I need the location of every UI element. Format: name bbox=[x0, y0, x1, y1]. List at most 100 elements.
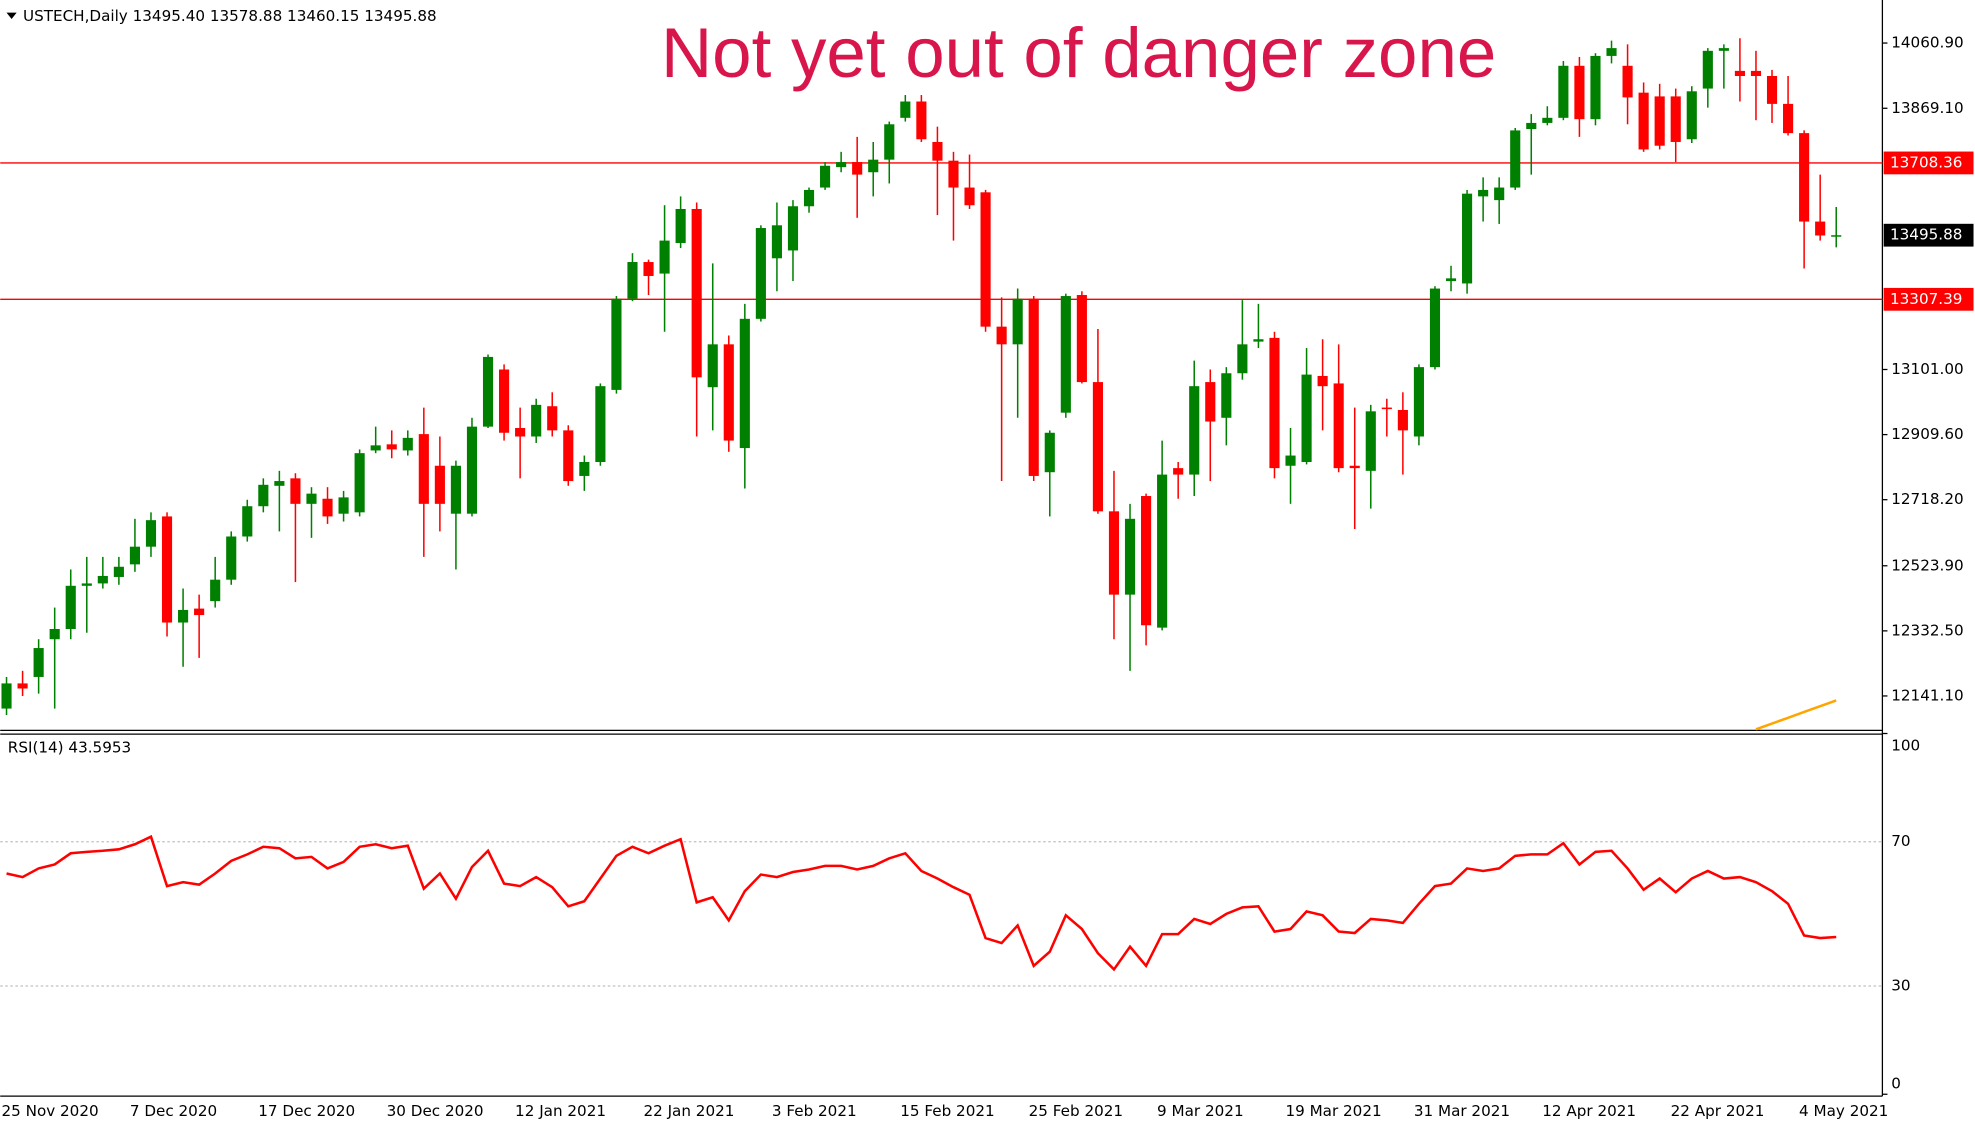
candle-body bbox=[1686, 91, 1697, 140]
candle-body bbox=[274, 481, 285, 486]
candle-body bbox=[210, 579, 221, 602]
candle-body bbox=[17, 683, 28, 689]
candle-body bbox=[482, 356, 494, 427]
candle-body bbox=[1205, 382, 1216, 422]
x-tick-label: 7 Dec 2020 bbox=[130, 1102, 217, 1120]
candle-body bbox=[1044, 432, 1055, 473]
y-tick-label: 12523.90 bbox=[1891, 556, 1963, 574]
candle-body bbox=[258, 484, 269, 507]
candle-body bbox=[1157, 474, 1168, 628]
candle-body bbox=[226, 536, 237, 580]
candle-body bbox=[1012, 298, 1023, 345]
candle-body bbox=[691, 208, 702, 378]
candle-body bbox=[1526, 122, 1537, 130]
candle-body bbox=[1654, 96, 1665, 146]
candle-body bbox=[515, 427, 526, 437]
candle-body bbox=[242, 506, 253, 537]
candle-body bbox=[1253, 339, 1264, 342]
candle-body bbox=[418, 434, 429, 504]
rsi-line bbox=[6, 834, 1837, 972]
candle-body bbox=[1429, 288, 1441, 368]
candle-body bbox=[1510, 130, 1521, 188]
candle-body bbox=[1365, 411, 1376, 471]
candle-body bbox=[707, 344, 718, 388]
candle-body bbox=[643, 262, 654, 276]
level-label-box bbox=[1883, 151, 1974, 175]
candle-body bbox=[675, 208, 686, 243]
candle-body bbox=[1718, 48, 1729, 51]
candle-body bbox=[1831, 235, 1842, 237]
candle-body bbox=[386, 444, 397, 450]
x-tick-label: 3 Feb 2021 bbox=[772, 1102, 857, 1120]
price-label-box bbox=[1883, 223, 1974, 247]
candle-body bbox=[1574, 65, 1585, 120]
candle-body bbox=[129, 546, 140, 565]
candle-body bbox=[1590, 55, 1601, 120]
candle-body bbox=[723, 344, 734, 441]
x-tick-label: 22 Apr 2021 bbox=[1671, 1102, 1765, 1120]
candle-body bbox=[659, 240, 670, 274]
candle-body bbox=[852, 162, 863, 175]
menu-arrow bbox=[6, 12, 17, 19]
candle-body bbox=[1, 683, 12, 709]
candle-body bbox=[531, 404, 542, 437]
candle-body bbox=[1028, 298, 1039, 476]
x-tick-label: 25 Nov 2020 bbox=[1, 1102, 98, 1120]
candle-body bbox=[1349, 465, 1360, 469]
candle-body bbox=[932, 141, 943, 161]
candle-body bbox=[1397, 409, 1408, 431]
candle-body bbox=[739, 318, 750, 449]
candle-body bbox=[611, 298, 622, 390]
candle-body bbox=[755, 228, 766, 319]
candle-body bbox=[948, 160, 959, 188]
candle-body bbox=[81, 583, 92, 586]
x-tick-label: 19 Mar 2021 bbox=[1285, 1102, 1381, 1120]
candle-body bbox=[1542, 117, 1553, 123]
candle-body bbox=[290, 478, 301, 504]
x-tick-label: 9 Mar 2021 bbox=[1157, 1102, 1244, 1120]
candle-body bbox=[900, 101, 911, 118]
candle-body bbox=[884, 124, 895, 160]
candle-body bbox=[33, 648, 44, 677]
candle-body bbox=[1413, 367, 1424, 437]
x-tick-label: 12 Jan 2021 bbox=[515, 1102, 606, 1120]
candle-body bbox=[1076, 295, 1087, 383]
x-tick-label: 4 May 2021 bbox=[1799, 1102, 1888, 1120]
y-tick-label: 12332.50 bbox=[1891, 621, 1963, 639]
candle-body bbox=[627, 262, 638, 299]
candle-body bbox=[1670, 96, 1681, 142]
y-tick-label: 12141.10 bbox=[1891, 686, 1963, 704]
candle-body bbox=[354, 453, 365, 513]
candle-body bbox=[499, 369, 510, 433]
candle-body bbox=[1815, 221, 1826, 236]
candle-body bbox=[1124, 518, 1136, 595]
candle-body bbox=[434, 465, 445, 504]
x-tick-label: 30 Dec 2020 bbox=[387, 1102, 484, 1120]
y-tick-label: 100 bbox=[1891, 737, 1920, 755]
rsi-label: RSI(14) 43.5953 bbox=[8, 739, 131, 757]
candle-body bbox=[980, 192, 991, 327]
candle-body bbox=[1783, 103, 1794, 134]
candle-body bbox=[1092, 382, 1103, 512]
price-label: 13495.88 bbox=[1890, 226, 1962, 244]
candle-body bbox=[996, 326, 1007, 345]
candle-body bbox=[771, 225, 782, 259]
candle-body bbox=[1317, 375, 1328, 387]
candle-body bbox=[1173, 468, 1184, 475]
candle-body bbox=[178, 609, 189, 623]
candle-body bbox=[1799, 133, 1810, 222]
moving-average bbox=[1755, 699, 1837, 731]
x-tick-label: 15 Feb 2021 bbox=[900, 1102, 994, 1120]
candle-body bbox=[402, 437, 413, 451]
y-tick-label: 70 bbox=[1891, 832, 1910, 850]
candle-body bbox=[1622, 65, 1633, 98]
candle-body bbox=[1478, 189, 1489, 197]
candle-body bbox=[1333, 383, 1344, 469]
candle-body bbox=[1494, 187, 1505, 201]
candle-body bbox=[97, 575, 108, 584]
candle-body bbox=[579, 462, 590, 476]
candle-body bbox=[1141, 496, 1152, 626]
candle-body bbox=[1750, 70, 1762, 76]
candle-body bbox=[868, 159, 879, 173]
candle-body bbox=[1702, 50, 1713, 89]
